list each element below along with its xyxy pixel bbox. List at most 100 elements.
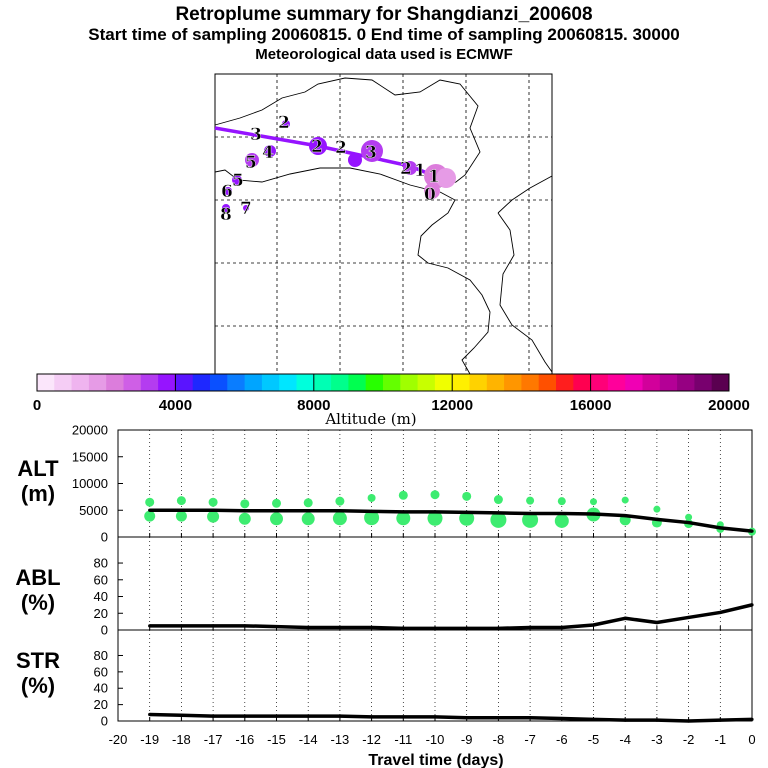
colorbar-swatch — [227, 374, 245, 391]
altitude-spread-point — [175, 510, 187, 522]
data-point — [370, 625, 374, 630]
data-point — [560, 716, 564, 721]
altitude-spread-point — [621, 496, 629, 504]
altitude-spread-point — [493, 495, 503, 505]
colorbar-swatch — [123, 374, 142, 391]
data-point — [338, 509, 342, 513]
x-tick-label: -13 — [331, 732, 350, 747]
plume-point — [245, 153, 259, 167]
colorbar-swatch — [365, 374, 384, 391]
data-point — [496, 626, 500, 630]
colorbar-swatch — [625, 374, 643, 391]
data-point — [433, 715, 437, 719]
map-label-day: 5 — [245, 153, 257, 173]
colorbar-tick-label: 8000 — [297, 397, 330, 414]
altitude-spread-point — [332, 511, 347, 526]
series-line-abl — [149, 603, 753, 631]
altitude-spread-point — [526, 496, 535, 505]
data-point — [750, 717, 754, 721]
data-point — [148, 712, 152, 717]
data-point — [750, 529, 754, 533]
data-point — [465, 626, 469, 630]
y-tick-label: 80 — [94, 648, 108, 663]
data-point — [211, 624, 215, 628]
plume-point — [309, 137, 327, 155]
colorbar-swatch — [192, 374, 211, 391]
colorbar-tick-label: 16000 — [570, 397, 612, 414]
colorbar-swatch — [279, 374, 297, 391]
data-point — [211, 508, 215, 512]
data-point — [274, 509, 279, 513]
x-tick-label: -1 — [715, 732, 727, 747]
x-tick-label: -9 — [461, 732, 473, 747]
y-tick-label: 60 — [94, 664, 108, 679]
altitude-spread-point — [270, 512, 283, 526]
altitude-spread-point — [272, 498, 281, 508]
altitude-spread-point — [522, 511, 539, 528]
map-frame — [214, 73, 553, 375]
data-point — [655, 620, 659, 625]
colorbar-swatch — [210, 374, 228, 391]
data-point — [718, 718, 722, 722]
data-point — [433, 626, 437, 630]
plume-point — [282, 120, 290, 128]
map-gridlines — [215, 73, 552, 374]
chart-title: Retroplume summary for Shangdianzi_20060… — [175, 4, 593, 25]
plume-centroids — [222, 120, 456, 212]
colorbar-swatch — [158, 374, 176, 391]
colorbar-swatch — [642, 374, 661, 391]
str-panel-label: STR — [16, 648, 60, 673]
colorbar-swatch — [504, 374, 522, 391]
y-tick-label: 15000 — [72, 449, 108, 464]
abl-panel-label: ABL — [15, 565, 60, 590]
data-point — [465, 716, 469, 720]
colorbar-swatch — [313, 374, 332, 391]
y-tick-label: 20 — [94, 697, 108, 712]
plume-point — [243, 205, 249, 211]
data-point — [718, 526, 722, 530]
altitude-spread-point — [144, 510, 156, 522]
colorbar-swatch — [590, 374, 609, 391]
map-label-day: 1 — [428, 167, 440, 187]
colorbar-swatch — [711, 374, 730, 391]
panel-frame — [117, 536, 753, 631]
panel-frame — [117, 629, 753, 722]
map-label-day: 3 — [365, 143, 377, 163]
data-point — [274, 625, 279, 629]
y-tick-label: 5000 — [79, 503, 108, 518]
x-tick-label: -11 — [394, 732, 412, 747]
colorbar-swatch — [383, 374, 401, 391]
altitude-spread-point — [238, 512, 251, 525]
data-point — [560, 625, 564, 630]
alt-panel-unit: (m) — [21, 481, 55, 506]
data-point — [179, 713, 183, 717]
data-point — [306, 509, 310, 513]
coastlines — [214, 77, 553, 375]
colorbar-swatch — [140, 374, 159, 391]
data-point — [179, 508, 183, 512]
plume-point — [222, 204, 230, 212]
meteorological-data-subtitle: Meteorological data used is ECMWF — [255, 46, 513, 63]
altitude-spread-point — [430, 490, 440, 500]
abl-panel-unit: (%) — [21, 590, 55, 615]
y-tick-label: 20000 — [72, 423, 108, 438]
data-point — [148, 508, 152, 512]
colorbar-swatch — [106, 374, 124, 391]
colorbar-swatch — [37, 374, 55, 391]
colorbar-swatch — [452, 374, 470, 391]
plume-point — [224, 187, 232, 195]
map-label-day: 6 — [221, 182, 233, 202]
plume-point — [361, 140, 383, 162]
data-point — [338, 714, 342, 718]
x-tick-label: -10 — [426, 732, 445, 747]
colorbar-swatch — [521, 374, 540, 391]
data-point — [370, 715, 374, 719]
colorbar-swatch — [469, 374, 488, 391]
panel-alt: 20000 15000 10000 5000 0 — [72, 423, 756, 545]
x-tick-label: -12 — [362, 732, 381, 747]
data-point — [750, 603, 754, 607]
colorbar-swatch — [244, 374, 263, 391]
altitude-spread-point — [176, 496, 186, 506]
data-point — [655, 517, 659, 521]
data-point — [401, 510, 405, 514]
